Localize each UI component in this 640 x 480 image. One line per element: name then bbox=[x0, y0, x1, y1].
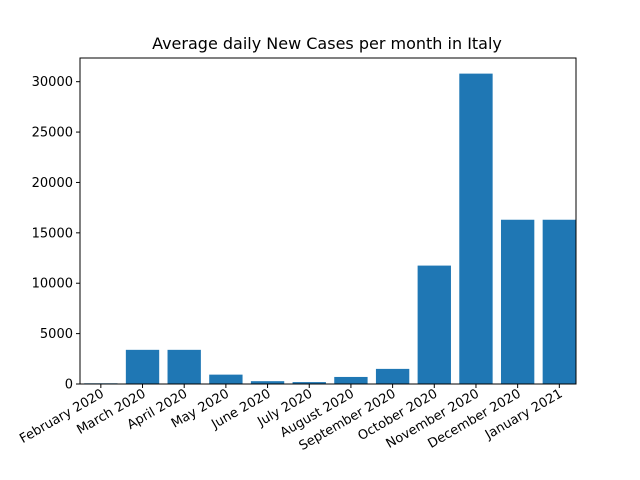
y-tick-label: 0 bbox=[65, 378, 73, 393]
bar bbox=[292, 382, 326, 384]
y-tick-label: 25000 bbox=[32, 126, 73, 141]
y-tick-label: 20000 bbox=[32, 176, 73, 191]
bar bbox=[334, 376, 368, 384]
y-tick-label: 15000 bbox=[32, 226, 73, 241]
y-tick-label: 5000 bbox=[40, 327, 73, 342]
bar bbox=[500, 219, 535, 384]
y-tick-label: 10000 bbox=[32, 277, 73, 292]
bar bbox=[542, 219, 576, 384]
y-tick-label: 30000 bbox=[32, 75, 73, 90]
bar bbox=[125, 349, 160, 384]
bar bbox=[167, 349, 201, 384]
bars bbox=[84, 73, 576, 384]
chart-title: Average daily New Cases per month in Ita… bbox=[152, 34, 502, 53]
bar bbox=[459, 73, 493, 384]
bar bbox=[209, 374, 243, 384]
bar bbox=[250, 381, 285, 384]
bar bbox=[375, 368, 410, 384]
plot-frame bbox=[79, 57, 577, 385]
bar bbox=[417, 265, 451, 384]
y-axis: 0 5000 10000 15000 20000 25000 30000 bbox=[32, 75, 80, 393]
